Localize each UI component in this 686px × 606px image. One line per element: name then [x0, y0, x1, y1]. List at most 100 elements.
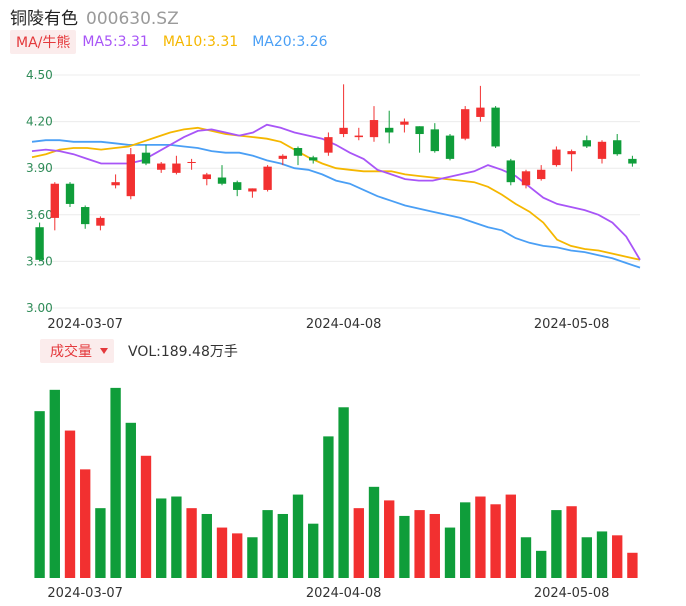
volume-bar: [125, 422, 136, 578]
volume-bar: [216, 527, 228, 578]
volume-bar: [475, 496, 486, 578]
candle-body: [445, 135, 455, 159]
candle-body: [400, 121, 409, 125]
candle-body: [278, 155, 287, 159]
volume-indicator-button[interactable]: 成交量: [40, 339, 114, 363]
volume-bar: [460, 502, 471, 578]
volume-legend-bar: 成交量 VOL:189.48万手: [40, 339, 238, 363]
stock-header: 铜陵有色 000630.SZ: [10, 4, 179, 29]
volume-bar: [201, 513, 212, 578]
y-tick-label: 4.20: [26, 115, 53, 129]
ma5-legend: MA5:3.31: [82, 34, 149, 50]
volume-bar: [262, 510, 273, 578]
volume-bar: [536, 550, 547, 578]
volume-bar: [110, 387, 121, 578]
volume-bar: [596, 531, 608, 578]
candle-body: [65, 183, 75, 204]
candle-body: [263, 166, 272, 190]
volume-bar: [338, 407, 349, 578]
volume-bar: [551, 510, 562, 578]
candle-body: [582, 140, 591, 147]
candle-body: [309, 157, 318, 161]
volume-bar: [186, 508, 197, 578]
candle-body: [415, 126, 424, 135]
candle-body: [369, 120, 379, 138]
candle-body: [96, 217, 105, 226]
x-tick-label: 2024-03-07: [47, 317, 123, 332]
candle-body: [597, 141, 607, 159]
volume-bar: [232, 533, 243, 578]
candle-body: [491, 107, 500, 147]
volume-bar: [414, 510, 425, 578]
volume-bar: [171, 496, 182, 578]
candle-body: [50, 183, 59, 218]
candle-body: [506, 160, 515, 183]
candle-body: [628, 158, 637, 164]
volume-bar: [34, 411, 45, 578]
ma-type-button[interactable]: MA/牛熊: [10, 30, 77, 54]
volume-bar: [566, 506, 577, 578]
volume-x-tick-label: 2024-04-08: [306, 586, 382, 601]
candle-body: [537, 169, 546, 180]
volume-bar: [520, 537, 532, 578]
y-tick-label: 3.90: [26, 161, 53, 175]
volume-bar: [140, 455, 152, 578]
chevron-down-icon: [100, 348, 108, 354]
volume-x-tick-label: 2024-03-07: [47, 586, 123, 601]
candle-body: [476, 107, 485, 117]
volume-button-label: 成交量: [50, 344, 92, 360]
candle-body: [233, 182, 242, 190]
candle-body: [35, 227, 44, 260]
y-tick-label: 4.50: [26, 68, 53, 82]
volume-bar: [156, 498, 167, 578]
volume-bar: [490, 504, 501, 578]
stock-name: 铜陵有色: [10, 9, 78, 29]
x-tick-label: 2024-04-08: [306, 317, 382, 332]
candle-body: [157, 163, 166, 170]
candle-body: [202, 174, 211, 180]
candle-body: [217, 177, 227, 184]
candle-body: [111, 182, 120, 186]
candle-body: [354, 135, 363, 138]
volume-bar: [581, 537, 592, 578]
volume-bar: [429, 513, 440, 578]
candle-body: [461, 109, 470, 139]
stock-code: 000630.SZ: [86, 9, 179, 29]
ma10-legend: MA10:3.31: [162, 34, 239, 50]
ma20-line: [31, 139, 641, 269]
candle-body: [613, 140, 622, 155]
candle-body: [552, 149, 561, 166]
candle-body: [324, 137, 333, 153]
candle-body: [293, 148, 303, 156]
candle-body: [385, 127, 394, 133]
volume-bar: [384, 500, 395, 578]
volume-bar: [399, 515, 410, 578]
candle-body: [339, 127, 348, 135]
y-tick-label: 3.60: [26, 208, 53, 222]
volume-bar: [80, 469, 91, 578]
volume-bar: [505, 494, 516, 578]
candle-body: [567, 151, 576, 155]
ma-legend-bar: MA/牛熊 MA5:3.31 MA10:3.31 MA20:3.26: [10, 30, 342, 54]
volume-bar: [277, 513, 288, 578]
y-tick-label: 3.00: [26, 301, 53, 315]
volume-bar: [308, 523, 319, 578]
volume-bar: [627, 552, 638, 578]
volume-bar: [444, 527, 456, 578]
volume-bar: [368, 486, 380, 578]
volume-bar: [95, 508, 106, 578]
volume-bar: [292, 494, 304, 578]
ma20-legend: MA20:3.26: [252, 34, 328, 50]
volume-x-tick-label: 2024-05-08: [534, 586, 610, 601]
candle-body: [126, 154, 135, 197]
candle-body: [141, 152, 151, 164]
volume-bar: [49, 389, 60, 578]
candle-body: [81, 207, 90, 225]
volume-bar: [323, 436, 334, 578]
candle-body: [430, 129, 439, 152]
candle-body: [172, 163, 181, 173]
volume-bar: [64, 430, 76, 578]
candle-body: [248, 188, 257, 192]
candle-body: [521, 171, 531, 186]
